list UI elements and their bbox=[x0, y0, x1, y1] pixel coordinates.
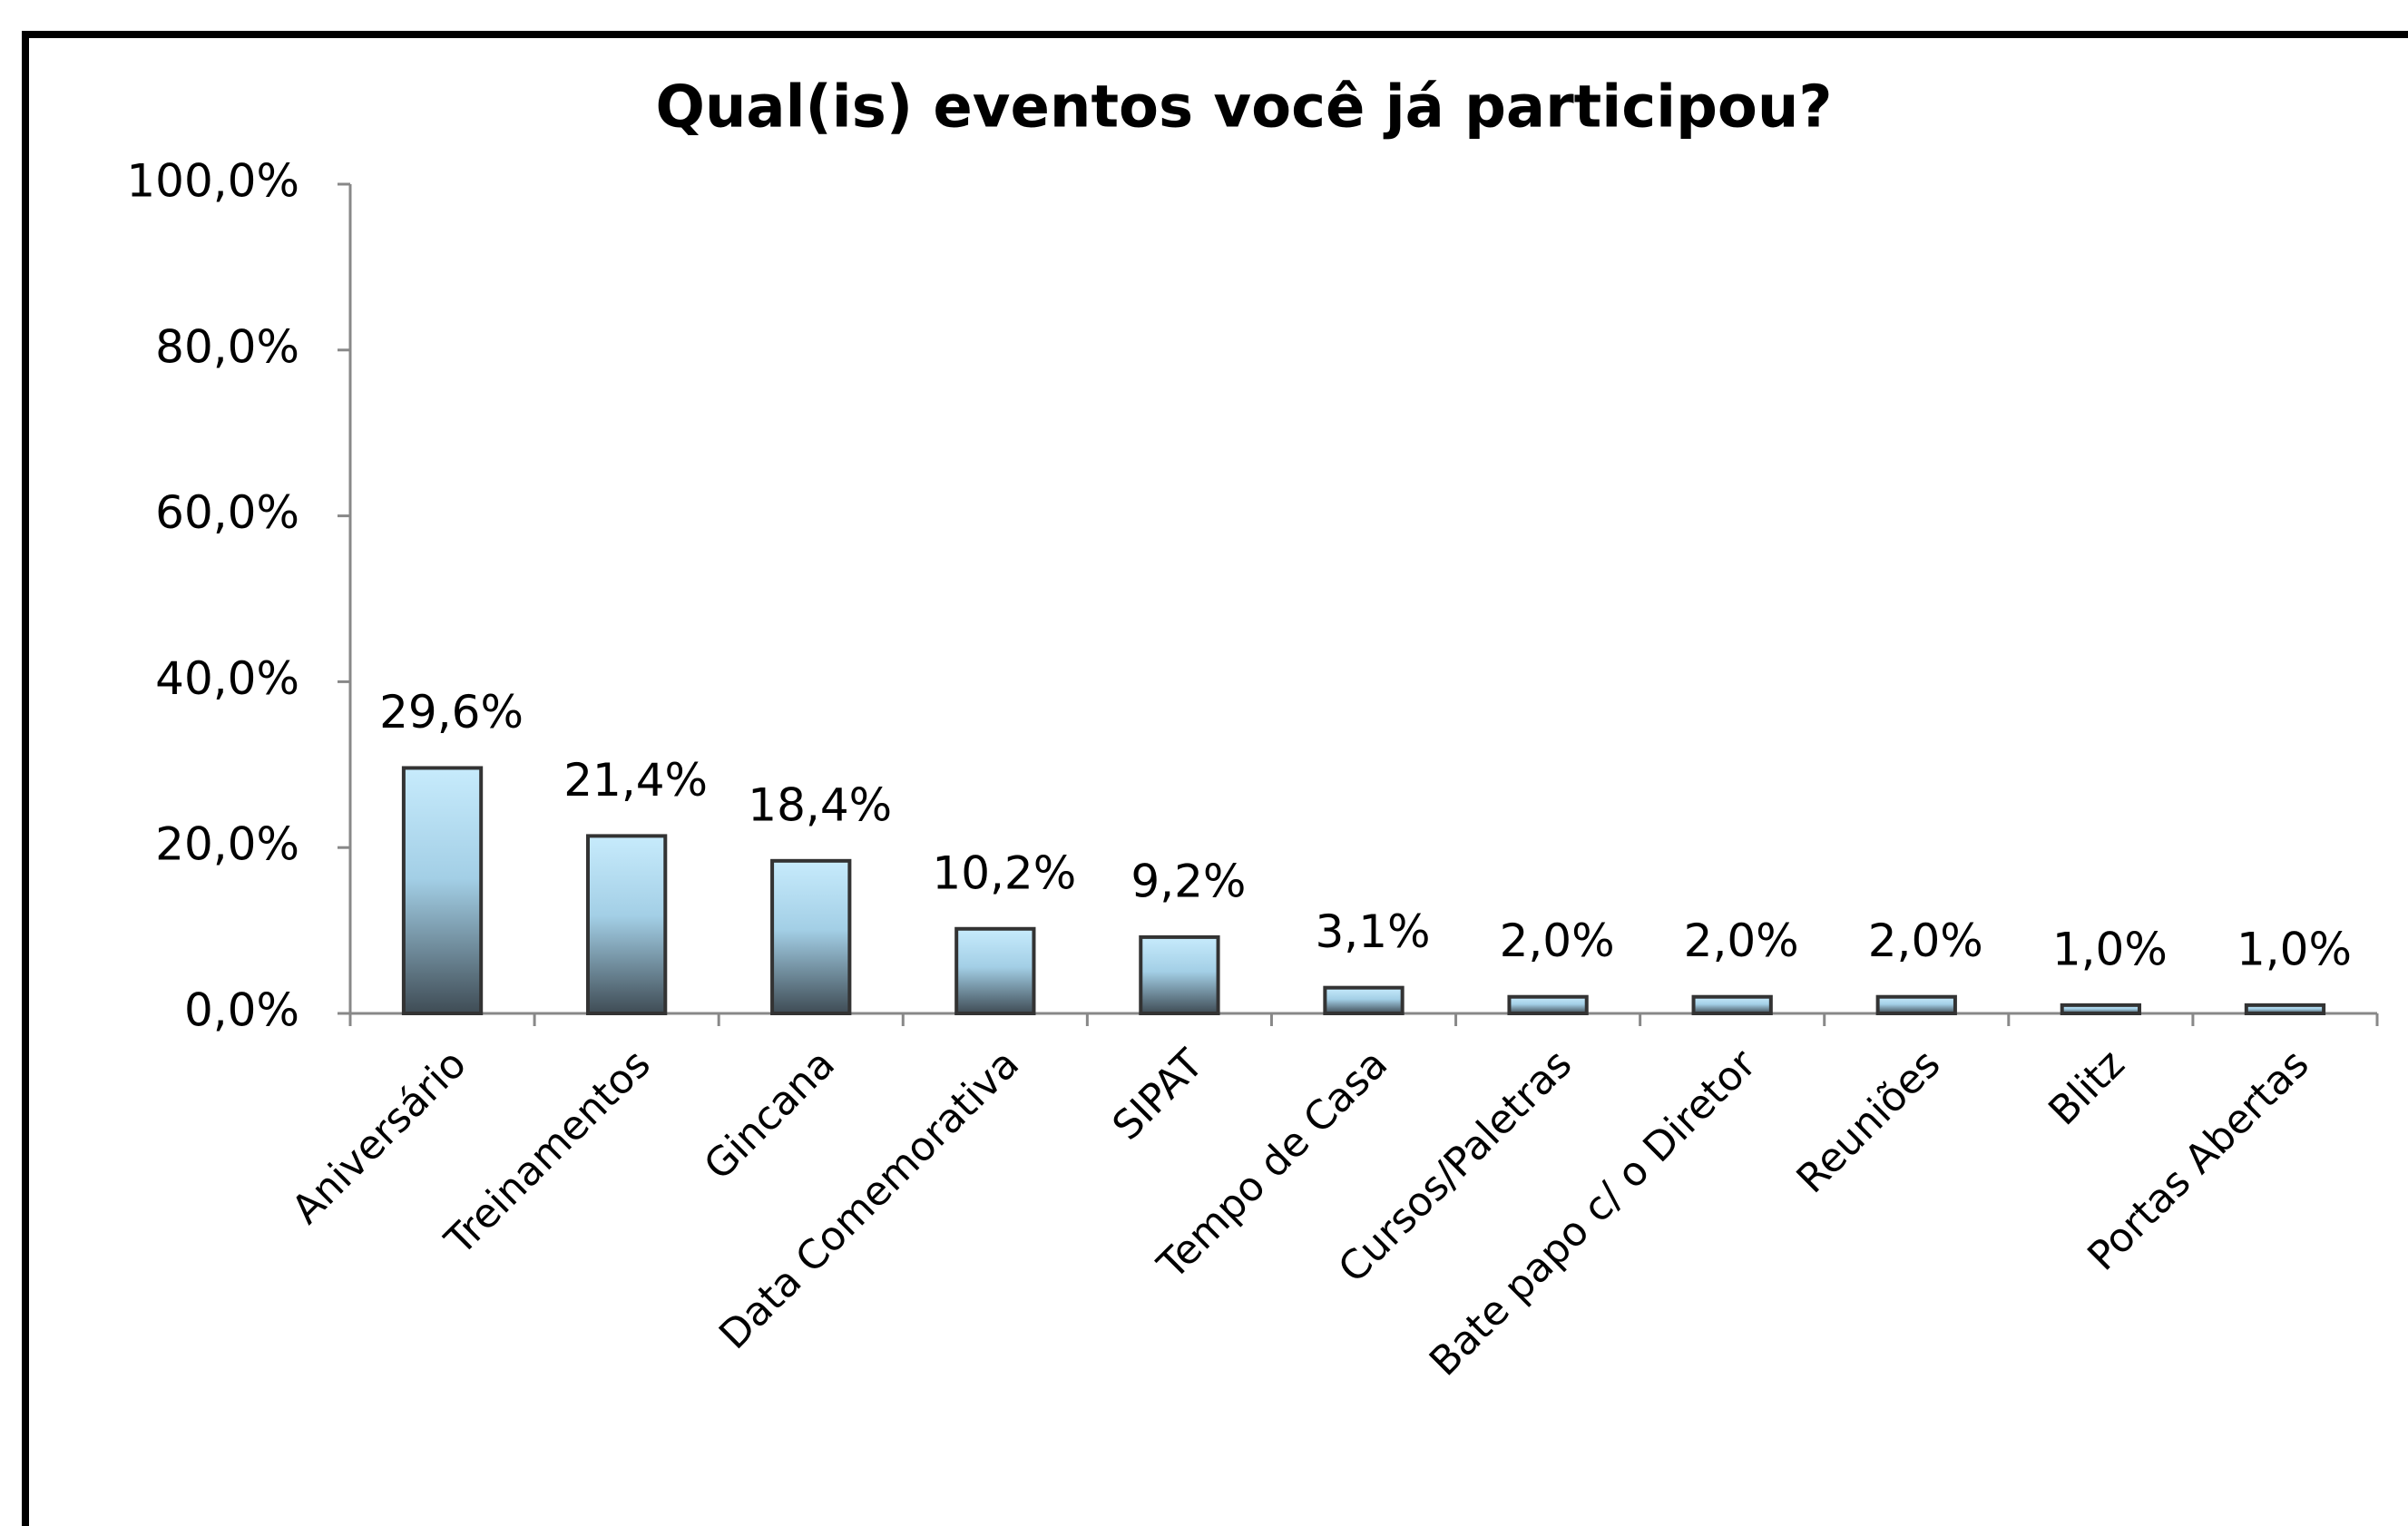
bar bbox=[2244, 1003, 2326, 1015]
y-tick-label: 40,0% bbox=[155, 652, 299, 705]
x-tick-label: Blitz bbox=[2040, 1041, 2133, 1134]
frame bbox=[22, 31, 2408, 1526]
bar bbox=[401, 766, 484, 1015]
bar bbox=[954, 926, 1036, 1015]
value-label: 1,0% bbox=[2237, 923, 2352, 975]
y-tick-label: 60,0% bbox=[155, 486, 299, 539]
value-label: 2,0% bbox=[1868, 915, 1983, 967]
value-label: 2,0% bbox=[1500, 915, 1615, 967]
y-tick-label: 0,0% bbox=[184, 984, 299, 1037]
bar bbox=[1691, 994, 1773, 1015]
y-tick-label: 80,0% bbox=[155, 320, 299, 373]
value-label: 1,0% bbox=[2052, 923, 2168, 975]
bar bbox=[1875, 994, 1957, 1015]
value-label: 9,2% bbox=[1131, 855, 1246, 907]
bar bbox=[1323, 985, 1405, 1016]
bar bbox=[770, 858, 852, 1015]
value-label: 18,4% bbox=[748, 778, 892, 831]
bar bbox=[585, 834, 668, 1015]
x-tick-label: Reuniões bbox=[1788, 1041, 1950, 1202]
value-label: 29,6% bbox=[379, 686, 524, 739]
y-tick-label: 20,0% bbox=[155, 818, 299, 871]
value-label: 21,4% bbox=[563, 754, 708, 807]
bar bbox=[2060, 1003, 2142, 1015]
value-label: 10,2% bbox=[932, 846, 1076, 899]
x-tick-label: Gincana bbox=[695, 1041, 843, 1189]
x-tick-label: SIPAT bbox=[1104, 1041, 1213, 1149]
x-tick-label: Aniversário bbox=[283, 1041, 475, 1233]
value-label: 2,0% bbox=[1684, 915, 1799, 967]
chart-title: Qual(is) eventos você já participou? bbox=[655, 74, 1832, 142]
bar bbox=[1139, 934, 1220, 1015]
y-tick-label: 100,0% bbox=[126, 155, 299, 208]
value-label: 3,1% bbox=[1315, 905, 1430, 958]
x-tick-label: Data Comemorativa bbox=[710, 1041, 1028, 1358]
x-tick-label: Bate papo c/ o Diretor bbox=[1421, 1041, 1766, 1385]
bar bbox=[1507, 994, 1589, 1015]
